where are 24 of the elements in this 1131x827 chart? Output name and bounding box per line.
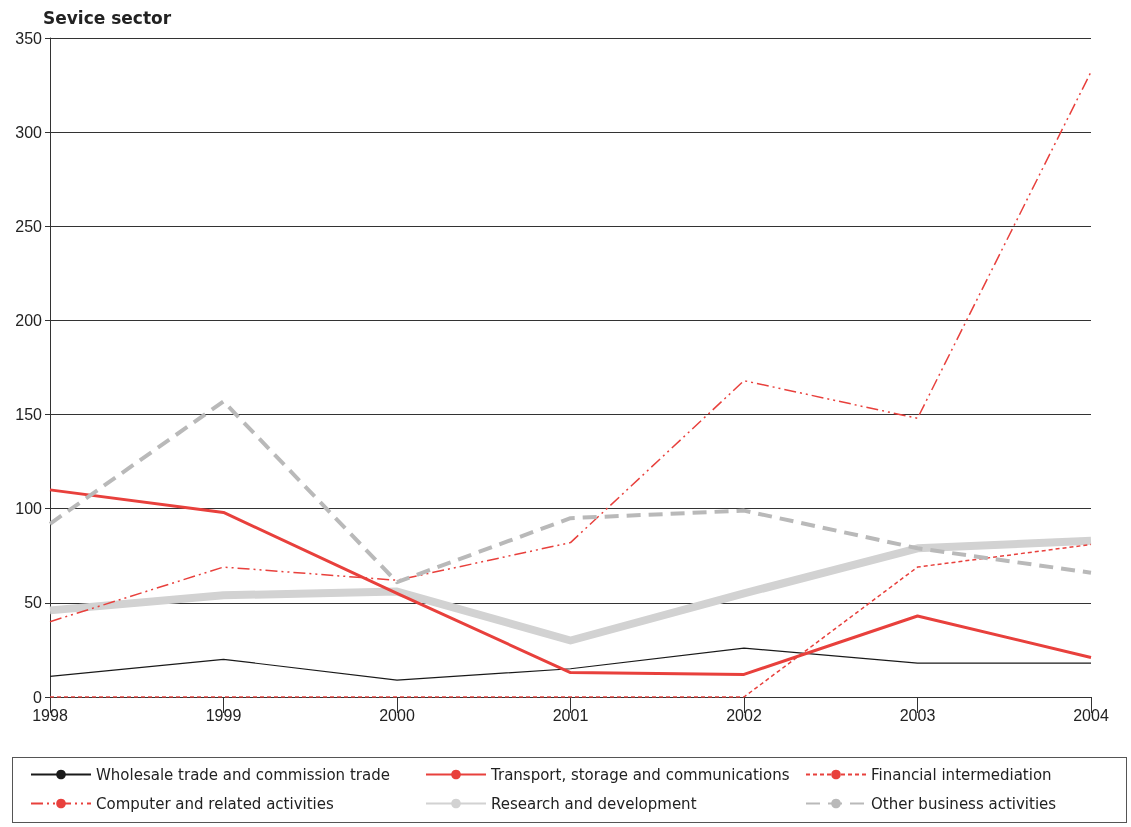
legend-label: Research and development bbox=[491, 794, 697, 813]
line-series bbox=[49, 647, 1092, 681]
y-tick-label: 150 bbox=[15, 406, 43, 424]
y-tick-label: 50 bbox=[24, 594, 43, 612]
legend-label: Computer and related activities bbox=[96, 794, 334, 813]
legend-label: Financial intermediation bbox=[871, 765, 1052, 784]
x-tick-label: 2000 bbox=[379, 706, 415, 724]
x-tick-label: 1998 bbox=[32, 706, 68, 724]
legend-label: Other business activities bbox=[871, 794, 1057, 813]
y-tick-label: 250 bbox=[15, 217, 43, 235]
line-series bbox=[48, 399, 1093, 585]
y-tick-label: 100 bbox=[15, 500, 43, 518]
x-tick-label: 2003 bbox=[899, 706, 936, 724]
x-tick-label: 2004 bbox=[1073, 706, 1109, 724]
x-tick-label: 2001 bbox=[552, 706, 589, 724]
y-tick-label: 200 bbox=[15, 311, 43, 329]
legend-label: Wholesale trade and commission trade bbox=[96, 765, 390, 784]
y-tick-label: 0 bbox=[33, 688, 43, 706]
chart-title: Sevice sector bbox=[43, 7, 172, 28]
y-tick-label: 350 bbox=[15, 29, 43, 47]
x-tick-label: 2002 bbox=[726, 706, 762, 724]
x-tick-label: 1999 bbox=[205, 706, 242, 724]
y-tick-label: 300 bbox=[15, 123, 43, 141]
legend-label: Transport, storage and communications bbox=[490, 765, 790, 784]
